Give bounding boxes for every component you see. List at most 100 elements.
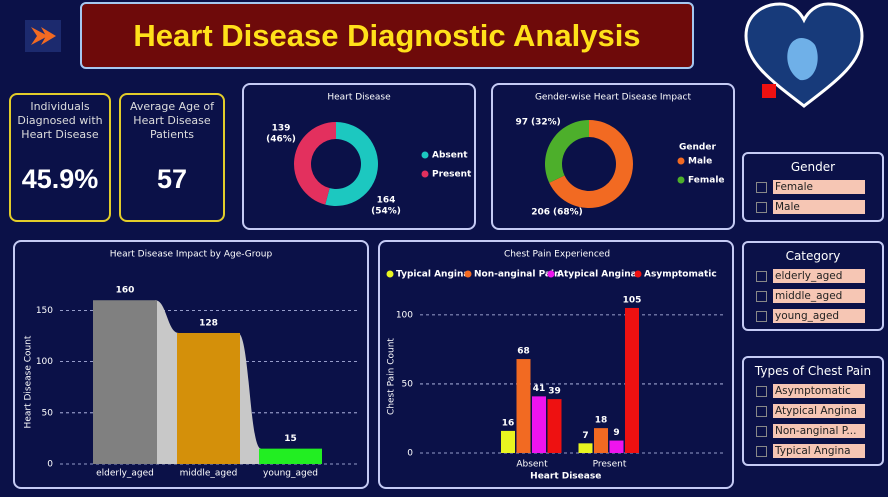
checkbox[interactable] bbox=[756, 310, 767, 322]
slicer-item[interactable]: Male bbox=[756, 200, 882, 214]
bar bbox=[259, 448, 322, 464]
slicer-item-label: young_aged bbox=[773, 309, 865, 323]
kpi-value: 45.9% bbox=[21, 164, 99, 194]
checkbox[interactable] bbox=[756, 290, 767, 302]
checkbox[interactable] bbox=[756, 270, 767, 282]
data-label: 105 bbox=[623, 295, 642, 305]
legend-label: Asymptomatic bbox=[644, 270, 717, 280]
slicer-item-label: Non-anginal P... bbox=[773, 424, 865, 438]
kpi-label: Individuals Diagnosed with Heart Disease bbox=[17, 100, 103, 141]
data-label: 16 bbox=[502, 418, 515, 428]
data-label: 128 bbox=[199, 318, 218, 328]
slicer-item[interactable]: middle_aged bbox=[756, 289, 882, 303]
slicer-item[interactable]: Typical Angina bbox=[756, 444, 882, 458]
checkbox[interactable] bbox=[756, 201, 767, 213]
y-tick-label: 50 bbox=[402, 379, 414, 389]
chart-title: Gender-wise Heart Disease Impact bbox=[535, 93, 692, 103]
slicer-item-label: elderly_aged bbox=[773, 269, 865, 283]
legend-title: Gender bbox=[679, 143, 716, 153]
x-tick-label: young_aged bbox=[263, 469, 318, 479]
legend-label: Atypical Angina bbox=[557, 270, 637, 280]
slicer-item[interactable]: Female bbox=[756, 180, 882, 194]
data-label: 97 bbox=[515, 118, 528, 128]
donut-slice bbox=[293, 121, 336, 205]
percent-label: (68%) bbox=[553, 208, 583, 218]
data-label: 139 bbox=[272, 124, 291, 134]
x-axis-label: Heart Disease bbox=[530, 472, 601, 482]
bar bbox=[594, 428, 608, 453]
panel bbox=[242, 83, 476, 230]
slicer-item[interactable]: Asymptomatic bbox=[756, 384, 882, 398]
percent-label: (54%) bbox=[371, 207, 401, 217]
x-tick-label: middle_aged bbox=[180, 469, 238, 479]
slicer-title: Types of Chest Pain bbox=[754, 364, 872, 378]
slicer-item-label: Typical Angina bbox=[773, 444, 865, 458]
legend-marker bbox=[677, 157, 685, 165]
checkbox[interactable] bbox=[756, 405, 767, 417]
bar bbox=[578, 443, 593, 453]
slicer: Types of Chest Pain Asymptomatic Atypical … bbox=[742, 356, 884, 466]
slicer: Gender Female Male bbox=[742, 152, 884, 222]
checkbox[interactable] bbox=[756, 425, 767, 437]
x-tick-label: elderly_aged bbox=[96, 469, 154, 479]
legend-label: Absent bbox=[432, 151, 468, 161]
checkbox[interactable] bbox=[756, 181, 767, 193]
y-axis-label: Chest Pain Count bbox=[387, 338, 397, 415]
slicer-item-label: middle_aged bbox=[773, 289, 865, 303]
donut-slice bbox=[545, 120, 589, 183]
data-label: 9 bbox=[613, 428, 619, 438]
donut-slice bbox=[549, 120, 634, 208]
y-tick-label: 150 bbox=[36, 306, 53, 316]
slicer-item[interactable]: Non-anginal P... bbox=[756, 424, 882, 438]
panel bbox=[491, 83, 735, 230]
panel bbox=[13, 240, 369, 489]
kpi-label: Average Age of Heart Disease Patients bbox=[129, 100, 215, 141]
data-label: 68 bbox=[517, 347, 530, 357]
slicer-item-label: Asymptomatic bbox=[773, 384, 865, 398]
data-label: 41 bbox=[533, 384, 546, 394]
bar bbox=[501, 430, 515, 453]
bar bbox=[547, 399, 562, 453]
checkbox[interactable] bbox=[756, 445, 767, 457]
percent-label: (46%) bbox=[266, 135, 296, 145]
legend-marker bbox=[421, 151, 429, 159]
legend-label: Typical Angina bbox=[396, 270, 469, 280]
data-label: 7 bbox=[582, 431, 588, 441]
heart-image bbox=[744, 2, 864, 108]
slicer-item-label: Female bbox=[773, 180, 865, 194]
legend-marker bbox=[634, 270, 642, 278]
bar bbox=[625, 307, 639, 453]
bar bbox=[516, 359, 531, 453]
x-tick-label: Absent bbox=[516, 460, 548, 470]
bar bbox=[532, 396, 546, 453]
data-label: 160 bbox=[116, 286, 135, 296]
y-tick-label: 100 bbox=[396, 310, 413, 320]
data-label: 206 bbox=[531, 208, 550, 218]
y-tick-label: 0 bbox=[407, 449, 413, 459]
data-label: 15 bbox=[284, 434, 297, 444]
percent-label: (32%) bbox=[531, 118, 561, 128]
legend-label: Non-anginal Pain bbox=[474, 270, 560, 280]
data-label: 164 bbox=[377, 196, 396, 206]
donut-slice bbox=[325, 122, 378, 206]
slicer: Category elderly_aged middle_aged young_age… bbox=[742, 241, 884, 331]
legend-label: Female bbox=[688, 176, 725, 186]
ribbon bbox=[238, 332, 261, 464]
slicer-item[interactable]: Atypical Angina bbox=[756, 404, 882, 418]
slicer-item[interactable]: elderly_aged bbox=[756, 269, 882, 283]
y-tick-label: 50 bbox=[42, 408, 54, 418]
y-axis-label: Heart Disease Count bbox=[24, 335, 34, 428]
chart-title: Heart Disease bbox=[327, 93, 391, 103]
slicer-item-label: Atypical Angina bbox=[773, 404, 865, 418]
checkbox[interactable] bbox=[756, 385, 767, 397]
slicer-title: Category bbox=[785, 249, 841, 263]
legend-marker bbox=[386, 270, 394, 278]
legend-marker bbox=[677, 176, 685, 184]
slicer-item-label: Male bbox=[773, 200, 865, 214]
slicer-item[interactable]: young_aged bbox=[756, 309, 882, 323]
data-label: 39 bbox=[548, 387, 561, 397]
panel bbox=[378, 240, 734, 489]
ribbon bbox=[155, 300, 179, 464]
